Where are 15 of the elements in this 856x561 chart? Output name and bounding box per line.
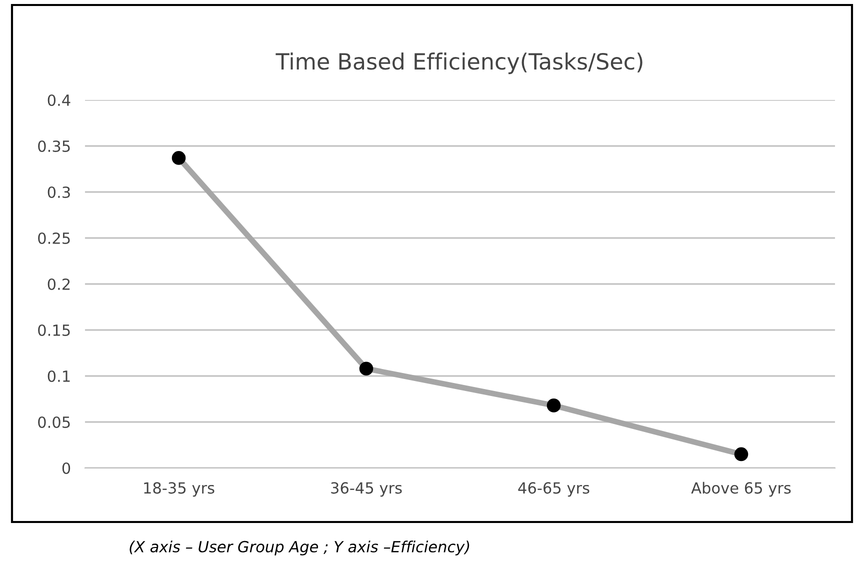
y-tick-label: 0 <box>62 462 70 474</box>
chart-title: Time Based Efficiency(Tasks/Sec) <box>276 52 642 74</box>
x-tick-label: 36-45 yrs <box>331 482 402 497</box>
x-tick-label: Above 65 yrs <box>691 482 791 497</box>
y-tick-label: 0.4 <box>48 94 70 106</box>
y-tick-label: 0.35 <box>38 140 70 152</box>
y-tick-label: 0.1 <box>48 370 70 382</box>
x-tick-label: 18-35 yrs <box>144 482 214 497</box>
y-tick-label: 0.15 <box>38 324 70 336</box>
y-tick-label: 0.2 <box>48 278 70 290</box>
y-tick-label: 0.3 <box>48 186 70 198</box>
x-tick-label: 46-65 yrs <box>518 482 590 497</box>
y-tick-label: 0.05 <box>38 416 70 428</box>
y-tick-label: 0.25 <box>38 232 70 244</box>
text: (X axis – User Group Age ; Y axis –Efficiency) <box>130 540 470 556</box>
